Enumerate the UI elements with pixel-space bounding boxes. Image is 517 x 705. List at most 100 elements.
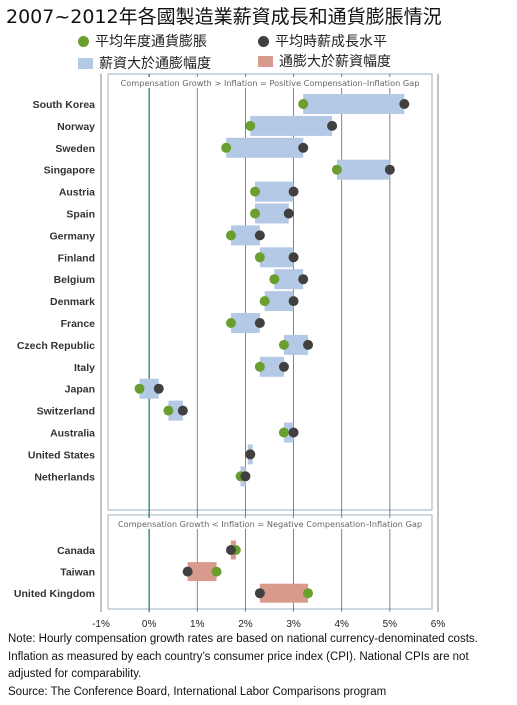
gap-bar <box>255 203 289 224</box>
wage-dot <box>177 405 188 416</box>
wage-dot <box>278 361 289 372</box>
dumbbell-chart: -1% 0% 1% 2% 3% 4% 5% 6% Compensation Growth > I… <box>14 73 446 630</box>
legend-wage-label: 平均時薪成長水平 <box>275 34 387 50</box>
wage-dot <box>303 339 314 350</box>
wage-dot <box>288 252 299 263</box>
country-label: United States <box>28 449 95 461</box>
country-label: Denmark <box>50 296 95 308</box>
country-label: United Kingdom <box>14 588 95 600</box>
country-label: Australia <box>50 428 95 440</box>
wage-dot <box>254 230 265 241</box>
footnote: Note: Hourly compensation growth rates a… <box>8 631 513 701</box>
gap-bar <box>139 378 159 399</box>
wage-dot <box>399 99 410 109</box>
x-tick-label: 3% <box>286 619 301 630</box>
legend-inflation-label: 平均年度通貨膨脹 <box>95 34 207 50</box>
wage-dot <box>298 274 309 285</box>
wage-dot <box>240 471 251 482</box>
inflation-dot <box>259 296 270 307</box>
gap-bar <box>336 159 390 180</box>
gap-bar <box>274 269 304 290</box>
legend-negative-gap: 通膨大於薪資幅度 <box>258 51 391 71</box>
inflation-dot <box>278 339 289 350</box>
inflation-dot <box>211 566 222 577</box>
gap-bar <box>303 94 405 114</box>
panel-frame <box>107 73 433 511</box>
wage-dot <box>327 120 338 131</box>
inflation-dot <box>278 427 289 438</box>
x-tick-label: 6% <box>431 619 446 630</box>
legend-wage: 平均時薪成長水平 <box>258 31 387 51</box>
wage-dot <box>245 449 256 460</box>
note-line: Inflation as measured by each country’s … <box>8 650 469 663</box>
gap-bar <box>187 562 217 582</box>
x-tick-label: 1% <box>190 619 205 630</box>
inflation-dot <box>254 361 265 372</box>
wage-dot <box>298 142 309 153</box>
legend-green-dot-icon <box>78 35 89 47</box>
inflation-dot <box>250 186 261 197</box>
chart-title: 2007~2012年各國製造業薪資成長和通貨膨脹情況 <box>6 6 442 28</box>
gap-bar <box>283 334 309 355</box>
country-label: Netherlands <box>34 471 95 483</box>
legend-dark-dot-icon <box>258 35 269 47</box>
inflation-dot <box>225 230 236 241</box>
gap-bar <box>230 313 260 333</box>
panel-header: Compensation Growth > Inflation = Positi… <box>121 78 420 88</box>
inflation-dot <box>331 164 342 175</box>
wage-dot <box>225 545 236 555</box>
gap-bar <box>259 583 309 603</box>
gap-bar <box>250 115 333 136</box>
inflation-dot <box>298 99 309 109</box>
wage-dot <box>288 186 299 197</box>
gap-bar <box>230 225 260 246</box>
country-label: Germany <box>49 230 95 242</box>
country-label: Czech Republic <box>17 340 95 352</box>
note-line: Note: Hourly compensation growth rates a… <box>8 633 478 645</box>
x-tick-label: -1% <box>92 619 110 630</box>
country-label: Switzerland <box>37 406 95 418</box>
wage-dot <box>288 296 299 307</box>
gap-bar <box>226 137 304 158</box>
inflation-dot <box>163 405 174 416</box>
panel-header-bg <box>109 518 431 529</box>
country-label: Singapore <box>44 165 96 177</box>
inflation-dot <box>245 120 256 131</box>
inflation-dot <box>225 318 236 328</box>
country-label: Taiwan <box>60 567 95 579</box>
wage-dot <box>182 566 193 577</box>
x-tick-label: 4% <box>334 619 349 630</box>
country-label: Sweden <box>55 143 95 155</box>
gap-bar <box>259 247 294 268</box>
wage-dot <box>283 208 294 219</box>
country-label: South Korea <box>33 99 96 111</box>
inflation-dot <box>303 588 314 599</box>
panel-frame <box>107 514 433 610</box>
source-line: Source: The Conference Board, Internatio… <box>8 685 387 698</box>
wage-dot <box>254 318 265 328</box>
wage-dot <box>288 427 299 438</box>
legend-positive-gap-label: 薪資大於通膨幅度 <box>99 56 211 72</box>
country-label: Canada <box>57 545 95 557</box>
country-label: France <box>61 318 96 330</box>
wage-dot <box>384 164 395 175</box>
x-tick-label: 5% <box>383 619 398 630</box>
legend-blue-bar-icon <box>78 57 93 69</box>
gap-bar <box>259 356 284 377</box>
country-label: Norway <box>57 121 95 133</box>
gap-bar <box>255 181 294 202</box>
inflation-dot <box>254 252 265 263</box>
wage-dot <box>254 588 265 599</box>
country-label: Japan <box>65 384 95 396</box>
legend-inflation: 平均年度通貨膨脹 <box>78 31 207 51</box>
legend-positive-gap: 薪資大於通膨幅度 <box>78 53 211 73</box>
wage-dot <box>153 383 164 394</box>
gap-bar <box>168 400 183 421</box>
legend-negative-gap-label: 通膨大於薪資幅度 <box>279 54 391 70</box>
legend-red-bar-icon <box>258 55 273 67</box>
note-line: adjusted for comparability. <box>8 668 142 680</box>
panel-header-bg <box>109 77 431 88</box>
inflation-dot <box>221 142 232 153</box>
x-tick-label: 0% <box>142 619 157 630</box>
inflation-dot <box>250 208 261 219</box>
